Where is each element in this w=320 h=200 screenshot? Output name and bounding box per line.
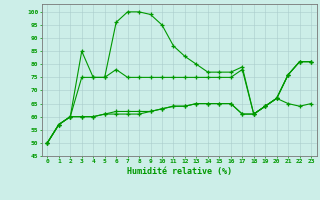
X-axis label: Humidité relative (%): Humidité relative (%)	[127, 167, 232, 176]
